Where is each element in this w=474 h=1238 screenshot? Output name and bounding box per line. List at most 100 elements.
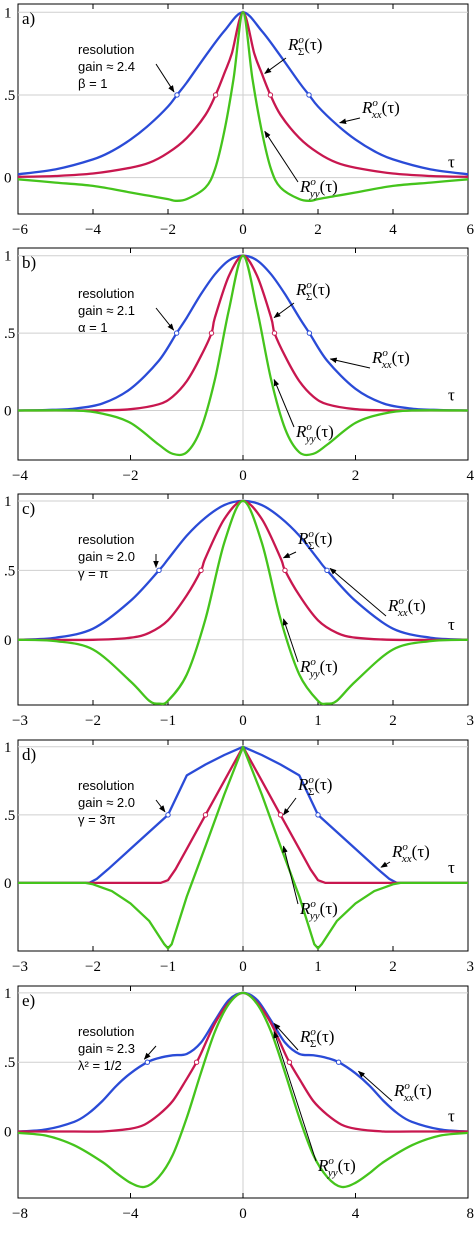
legend-ryy: Ro yy(τ) xyxy=(317,1155,356,1179)
y-tick-label: .5 xyxy=(4,808,15,824)
y-tick-label: 1 xyxy=(4,249,12,265)
half-width-marker xyxy=(165,812,171,818)
legend-ryy: Ro yy(τ) xyxy=(299,898,338,922)
resolution-note: γ = 3π xyxy=(78,812,116,827)
half-width-marker xyxy=(193,1059,200,1065)
label-arrow xyxy=(273,1022,299,1051)
legend-rsigma: Ro Σ(τ) xyxy=(295,279,330,303)
x-tick-label: 4 xyxy=(352,1206,360,1222)
series-line-ryy xyxy=(17,254,469,457)
x-tick-label: −2 xyxy=(123,468,139,484)
resolution-note: resolution xyxy=(78,532,134,547)
x-tick-label: 3 xyxy=(467,713,474,729)
half-width-marker xyxy=(315,812,321,818)
panel-label: b) xyxy=(22,253,36,272)
resolution-note: gain ≈ 2.3 xyxy=(78,1041,135,1056)
half-width-marker xyxy=(173,330,180,336)
legend-rxx: Ro xx(τ) xyxy=(393,1080,432,1104)
resolution-note: resolution xyxy=(78,1024,134,1039)
panel-label: a) xyxy=(22,9,35,28)
x-axis-label: τ xyxy=(448,615,455,634)
legend-ryy: Ro yy(τ) xyxy=(295,421,334,445)
legend-rsigma: Ro Σ(τ) xyxy=(297,528,332,552)
resolution-note: λ² = 1/2 xyxy=(78,1058,122,1073)
legend-ryy: Ro yy(τ) xyxy=(299,176,338,200)
annotation-arrow xyxy=(155,307,175,331)
legend-rxx: Ro xx(τ) xyxy=(387,595,426,619)
legend-rxx: Ro xx(τ) xyxy=(361,97,400,121)
panel-b: −4 −2 0 2 4 0 .5 1 b) resolution gain ≈ 2.1 α = 1 τ R… xyxy=(4,247,474,484)
x-tick-label: 4 xyxy=(389,222,397,238)
resolution-note: resolution xyxy=(78,286,134,301)
label-arrow xyxy=(339,117,361,125)
x-tick-label: 2 xyxy=(314,222,322,238)
y-tick-label: 0 xyxy=(4,633,12,649)
panel-label: d) xyxy=(22,745,36,764)
resolution-note: α = 1 xyxy=(78,320,108,335)
series-line-ryy xyxy=(17,11,469,202)
x-tick-label: 4 xyxy=(467,468,474,484)
legend-ryy: Ro yy(τ) xyxy=(299,656,338,680)
x-tick-label: −2 xyxy=(85,713,101,729)
half-width-marker xyxy=(277,812,284,818)
x-axis-label: τ xyxy=(448,1106,455,1125)
resolution-note: gain ≈ 2.4 xyxy=(78,59,135,74)
half-width-marker xyxy=(306,92,312,98)
x-tick-label: 8 xyxy=(467,1206,474,1222)
half-width-marker xyxy=(271,330,278,336)
panel-label: e) xyxy=(22,991,35,1010)
legend-rsigma: Ro Σ(τ) xyxy=(299,1026,334,1050)
label-arrow xyxy=(264,130,299,183)
resolution-note: resolution xyxy=(78,42,134,57)
y-tick-label: 0 xyxy=(4,403,12,419)
resolution-note: resolution xyxy=(78,778,134,793)
label-arrow xyxy=(273,1031,317,1162)
x-tick-label: 0 xyxy=(239,222,247,238)
half-width-marker xyxy=(208,330,215,336)
x-tick-label: −4 xyxy=(12,468,28,484)
x-axis-label: τ xyxy=(448,858,455,877)
half-width-marker xyxy=(212,92,219,98)
annotation-arrow xyxy=(155,799,166,813)
x-tick-label: 1 xyxy=(314,713,322,729)
x-tick-label: −6 xyxy=(12,222,28,238)
x-tick-label: 0 xyxy=(239,959,247,975)
half-width-marker xyxy=(198,567,204,574)
legend-rxx: Ro xx(τ) xyxy=(391,841,430,865)
label-arrow xyxy=(380,861,391,868)
resolution-note: gain ≈ 2.0 xyxy=(78,549,135,564)
x-tick-label: 6 xyxy=(467,222,474,238)
x-tick-label: 0 xyxy=(239,713,247,729)
half-width-marker xyxy=(286,1059,293,1065)
x-tick-label: −4 xyxy=(85,222,101,238)
series-line-ryy xyxy=(18,745,468,950)
half-width-marker xyxy=(144,1059,151,1065)
y-tick-label: 1 xyxy=(4,494,12,510)
panel-a: −6 −4 −2 0 2 4 6 0 .5 1 a) resolution gain ≈ 2.4 β = … xyxy=(4,3,474,238)
half-width-marker xyxy=(156,567,162,574)
x-tick-label: 0 xyxy=(239,468,247,484)
label-arrow xyxy=(273,302,295,319)
series-line-ryy xyxy=(17,991,469,1189)
resolution-note: β = 1 xyxy=(78,76,108,91)
x-tick-label: −8 xyxy=(12,1206,28,1222)
y-tick-label: .5 xyxy=(4,1055,15,1071)
x-tick-label: −1 xyxy=(160,959,176,975)
label-arrow xyxy=(282,551,297,559)
label-arrow xyxy=(329,357,371,369)
panel-label: c) xyxy=(22,499,35,518)
x-axis-label: τ xyxy=(448,153,455,172)
label-arrow xyxy=(283,797,297,816)
label-arrow xyxy=(282,618,299,663)
x-tick-label: −3 xyxy=(12,713,28,729)
half-width-marker xyxy=(267,92,274,98)
x-axis-label: τ xyxy=(448,385,455,404)
y-tick-label: 1 xyxy=(4,740,12,756)
y-tick-label: 0 xyxy=(4,171,12,187)
y-tick-label: 0 xyxy=(4,876,12,892)
panel-e: −8 −4 0 4 8 0 .5 1 e) resolution gain ≈ 2.3 λ² = 1/… xyxy=(4,985,474,1222)
half-width-marker xyxy=(174,92,180,98)
legend-rsigma: Ro Σ(τ) xyxy=(297,774,332,798)
half-width-marker xyxy=(335,1059,342,1065)
